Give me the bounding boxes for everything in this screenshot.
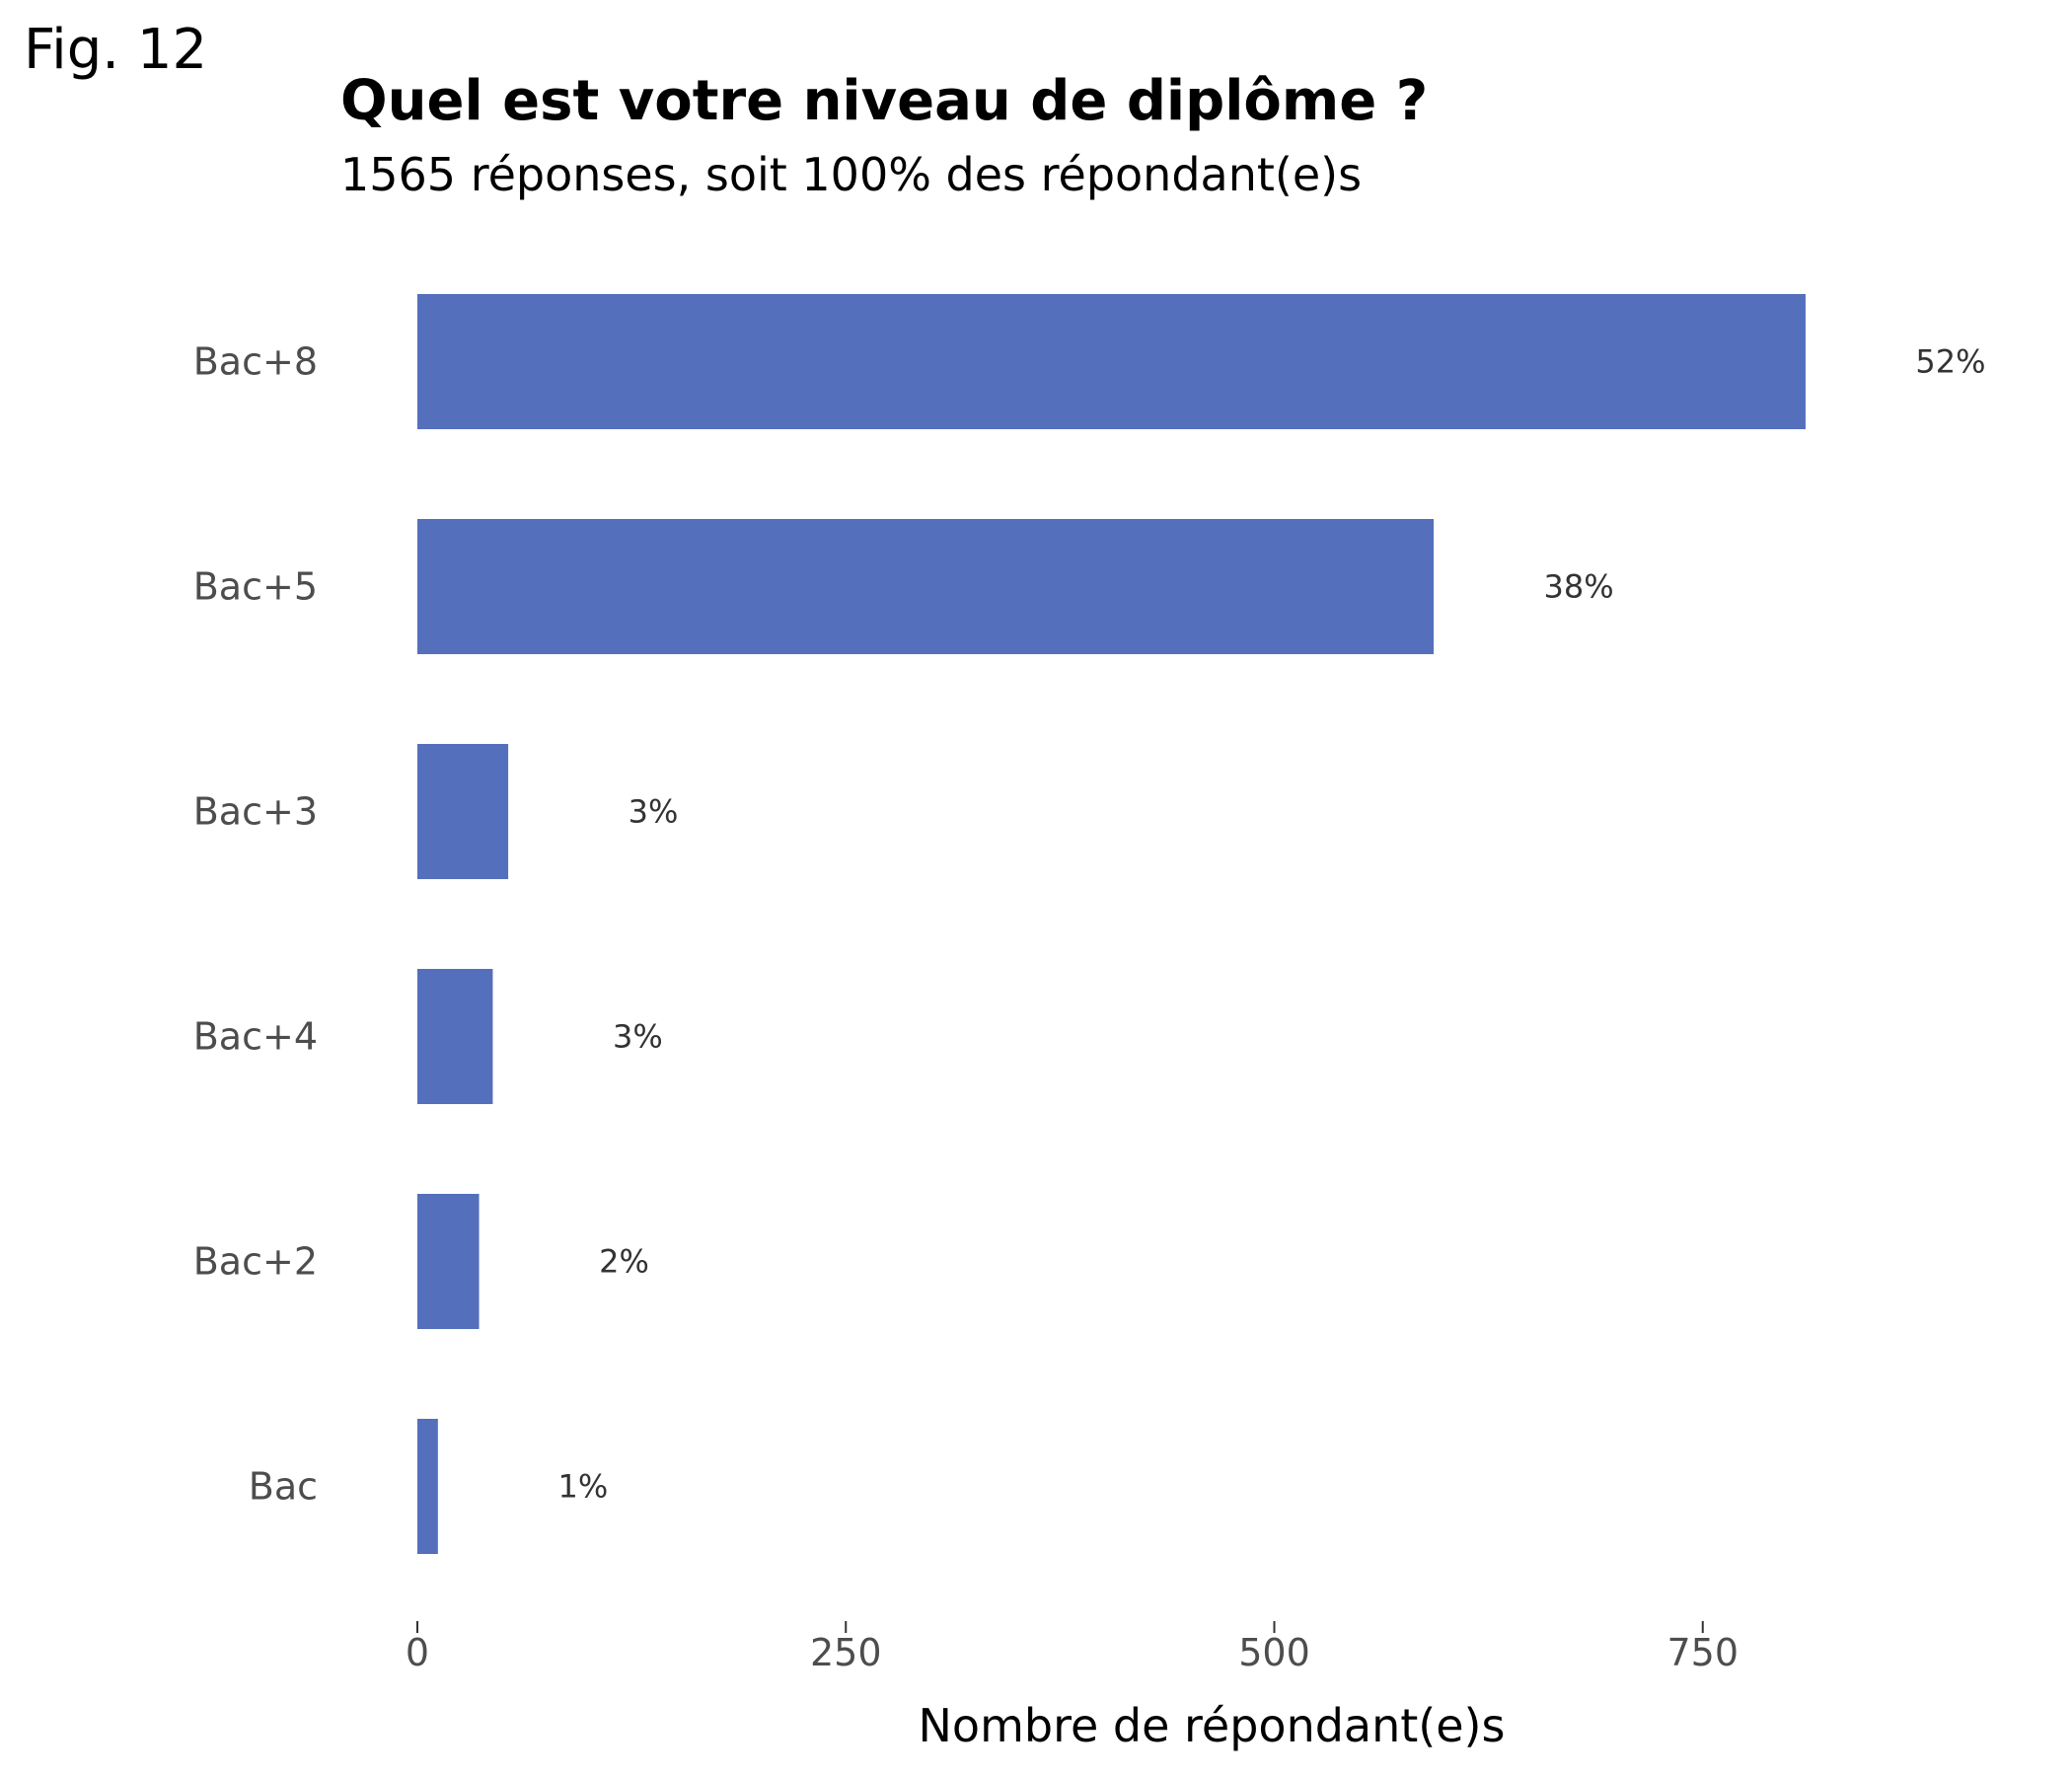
data-label: 3% (629, 793, 679, 831)
chart-subtitle: 1565 réponses, soit 100% des répondant(e… (340, 148, 1363, 201)
x-tick-label: 500 (1238, 1631, 1310, 1674)
chart-title: Quel est votre niveau de diplôme ? (340, 69, 1429, 133)
data-label: 1% (557, 1468, 608, 1506)
bar (417, 744, 509, 879)
data-label: 38% (1543, 568, 1613, 606)
category-label: Bac (249, 1465, 318, 1509)
bar (417, 294, 1806, 429)
data-labels: 52% 38% 3% 3% 2% 1% (557, 343, 1985, 1506)
x-axis: 0 250 500 750 (406, 1621, 1739, 1674)
category-label: Bac+3 (193, 790, 318, 834)
category-label: Bac+4 (193, 1015, 318, 1059)
data-label: 3% (613, 1018, 663, 1056)
data-label: 2% (599, 1243, 649, 1281)
category-label: Bac+5 (193, 565, 318, 609)
data-label: 52% (1915, 343, 1985, 381)
bar (417, 1419, 438, 1554)
bars-group (417, 294, 1806, 1554)
figure-label: Fig. 12 (24, 18, 208, 82)
x-tick-label: 750 (1666, 1631, 1739, 1674)
x-axis-title: Nombre de répondant(e)s (919, 1699, 1506, 1752)
bar (417, 1194, 480, 1329)
bar (417, 969, 493, 1104)
category-label: Bac+8 (193, 340, 318, 384)
x-tick-label: 250 (810, 1631, 882, 1674)
x-tick-label: 0 (406, 1631, 429, 1674)
category-labels: Bac+8 Bac+5 Bac+3 Bac+4 Bac+2 Bac (193, 340, 318, 1509)
category-label: Bac+2 (193, 1240, 318, 1284)
bar (417, 519, 1435, 654)
